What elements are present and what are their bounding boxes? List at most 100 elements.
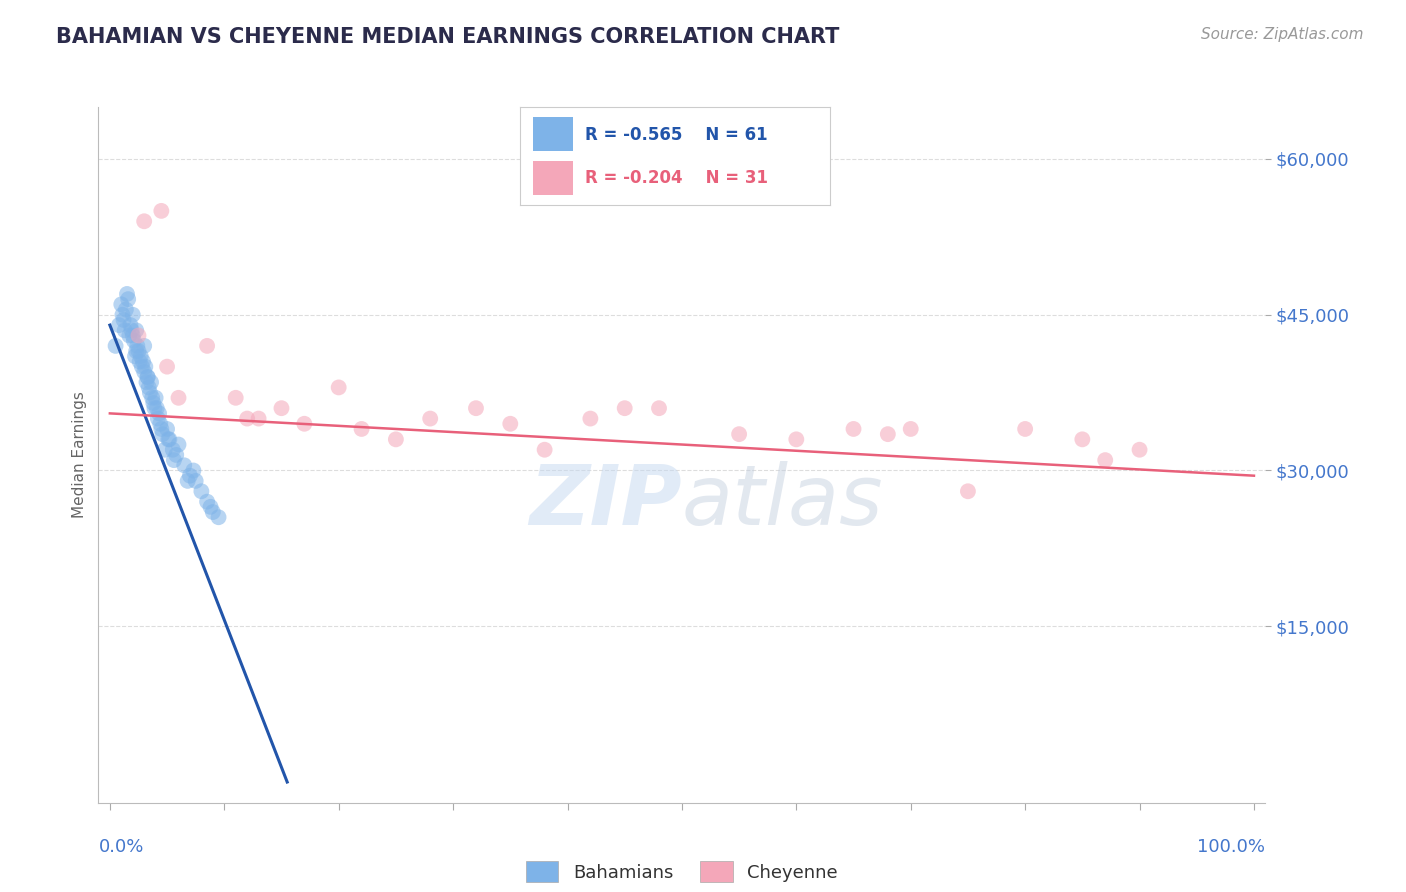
Point — [127, 344, 149, 359]
Text: ZIP: ZIP — [529, 461, 682, 542]
Text: R = -0.204    N = 31: R = -0.204 N = 31 — [585, 169, 768, 186]
Point — [1071, 433, 1094, 447]
Point — [127, 328, 149, 343]
Point — [132, 354, 155, 368]
Point — [134, 214, 156, 228]
Text: 100.0%: 100.0% — [1198, 838, 1265, 856]
Point — [114, 323, 136, 337]
Point — [122, 334, 145, 348]
Point — [167, 437, 190, 451]
Point — [138, 380, 160, 394]
Point — [270, 401, 292, 416]
Point — [190, 484, 212, 499]
Point — [148, 406, 170, 420]
Point — [134, 339, 156, 353]
Point — [207, 510, 229, 524]
Legend: Bahamians, Cheyenne: Bahamians, Cheyenne — [517, 852, 846, 891]
Point — [785, 433, 807, 447]
Point — [225, 391, 247, 405]
Point — [613, 401, 636, 416]
Text: R = -0.565    N = 61: R = -0.565 N = 61 — [585, 126, 768, 144]
Point — [149, 417, 172, 431]
Point — [134, 365, 156, 379]
Point — [150, 422, 173, 436]
Y-axis label: Median Earnings: Median Earnings — [72, 392, 87, 518]
Point — [842, 422, 865, 436]
Point — [112, 313, 135, 327]
Point — [153, 442, 176, 457]
Point — [111, 308, 134, 322]
Point — [200, 500, 222, 514]
Point — [136, 370, 159, 384]
Point — [533, 442, 555, 457]
Point — [179, 468, 201, 483]
Point — [236, 411, 259, 425]
Point — [201, 505, 224, 519]
Point — [141, 391, 163, 405]
Point — [648, 401, 671, 416]
Point — [350, 422, 373, 436]
Point — [150, 203, 173, 218]
Point — [1094, 453, 1116, 467]
Point — [110, 297, 132, 311]
Point — [120, 318, 142, 332]
FancyBboxPatch shape — [533, 161, 572, 195]
Point — [385, 433, 408, 447]
Point — [499, 417, 522, 431]
Point — [157, 433, 180, 447]
Point — [579, 411, 602, 425]
Point — [139, 376, 162, 390]
Point — [156, 422, 179, 436]
Point — [162, 442, 184, 457]
Point — [728, 427, 751, 442]
Point — [131, 359, 153, 374]
Point — [900, 422, 922, 436]
Point — [139, 385, 162, 400]
Point — [127, 339, 149, 353]
Point — [117, 292, 139, 306]
Point — [108, 318, 131, 332]
Point — [104, 339, 127, 353]
Point — [135, 376, 157, 390]
Point — [136, 370, 159, 384]
Point — [146, 411, 169, 425]
Point — [129, 349, 152, 363]
Point — [419, 411, 441, 425]
Point — [121, 308, 143, 322]
Point — [184, 474, 207, 488]
Point — [167, 391, 190, 405]
Text: Source: ZipAtlas.com: Source: ZipAtlas.com — [1201, 27, 1364, 42]
Point — [465, 401, 488, 416]
Text: atlas: atlas — [682, 461, 883, 542]
Point — [115, 287, 138, 301]
Point — [195, 494, 218, 508]
Point — [134, 359, 156, 374]
Point — [183, 463, 205, 477]
Point — [173, 458, 195, 473]
Point — [956, 484, 979, 499]
Point — [118, 328, 141, 343]
Point — [163, 453, 186, 467]
Point — [1128, 442, 1150, 457]
Point — [128, 354, 150, 368]
Point — [876, 427, 898, 442]
Point — [165, 448, 187, 462]
Point — [121, 328, 143, 343]
Text: BAHAMIAN VS CHEYENNE MEDIAN EARNINGS CORRELATION CHART: BAHAMIAN VS CHEYENNE MEDIAN EARNINGS COR… — [56, 27, 839, 46]
Point — [124, 349, 146, 363]
Point — [125, 344, 148, 359]
Point — [125, 323, 148, 337]
Point — [142, 396, 165, 410]
Point — [328, 380, 350, 394]
Point — [157, 433, 180, 447]
Point — [292, 417, 315, 431]
Point — [152, 427, 174, 442]
Point — [121, 323, 143, 337]
Point — [156, 359, 179, 374]
Point — [195, 339, 218, 353]
Point — [247, 411, 270, 425]
FancyBboxPatch shape — [533, 117, 572, 151]
Point — [146, 401, 169, 416]
Point — [115, 302, 138, 317]
Point — [143, 401, 166, 416]
